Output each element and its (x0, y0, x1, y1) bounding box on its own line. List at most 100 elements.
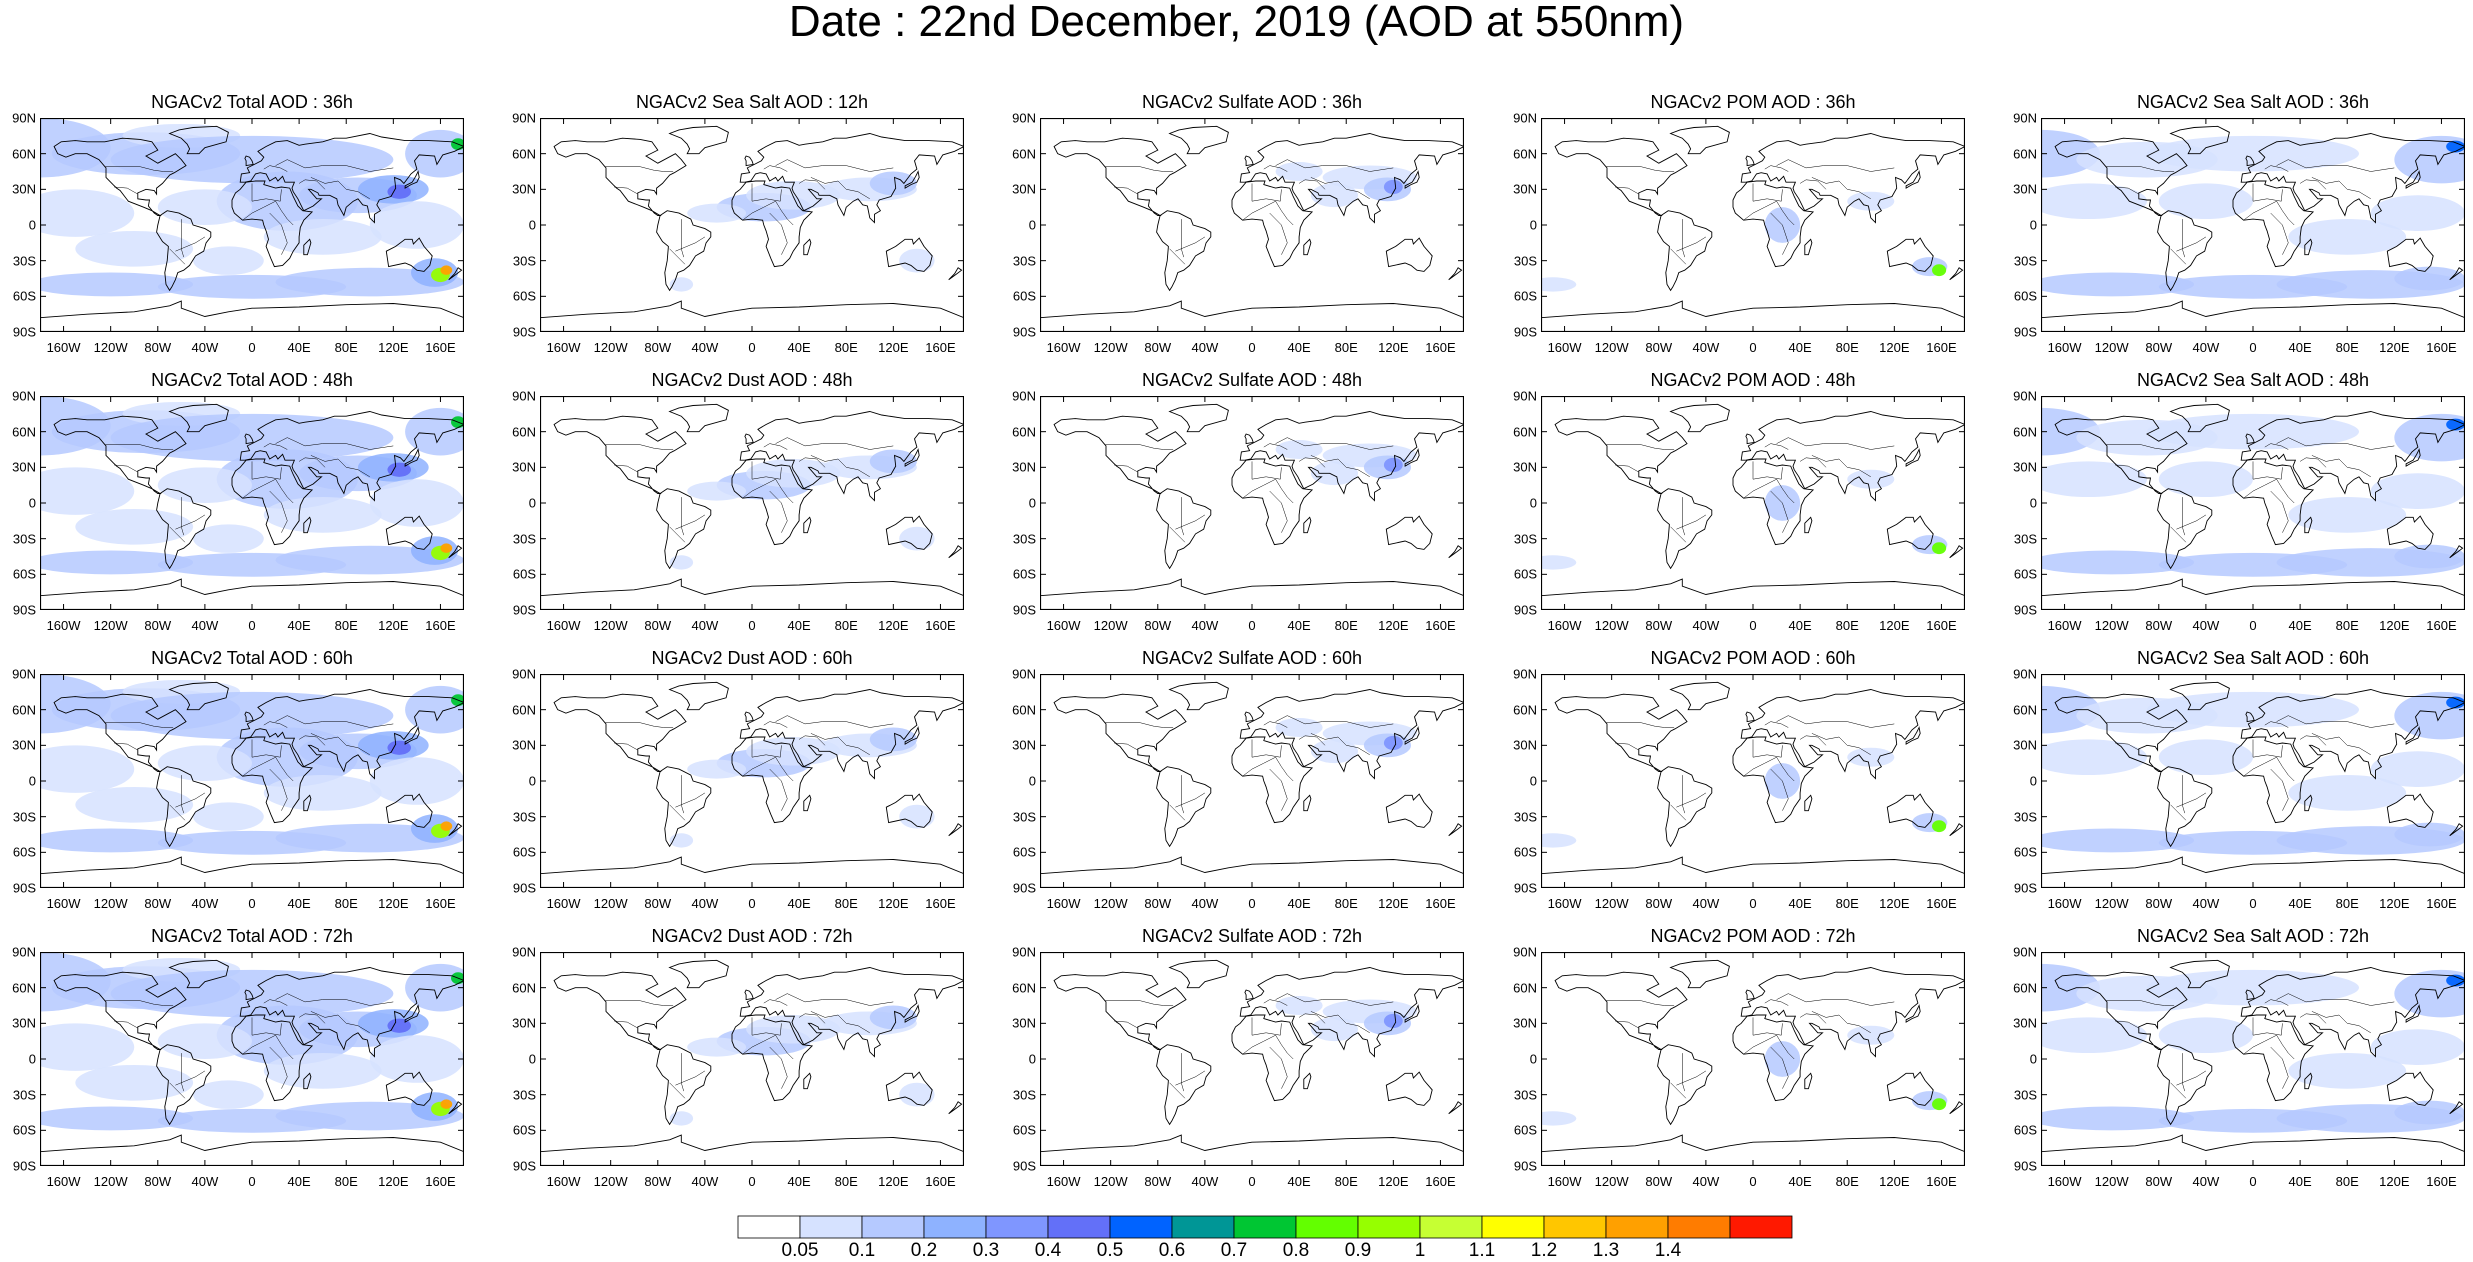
coastline-nz (1949, 1101, 1964, 1115)
country-border (1676, 1070, 1707, 1086)
lon-tick-label: 120E (2379, 618, 2410, 633)
country-border (614, 1020, 638, 1029)
coastline-northAmerica (53, 137, 187, 216)
country-border (2243, 478, 2295, 504)
lon-tick-label: 80W (2145, 896, 2173, 911)
lon-tick-label: 120E (1378, 618, 1409, 633)
aod-contour-patch (40, 1023, 135, 1071)
lon-tick-label: 160E (1926, 1174, 1957, 1189)
lat-tick-label: 0 (2029, 1051, 2037, 1067)
coastline-uk (2245, 711, 2255, 723)
lat-tick-label: 0 (28, 1051, 36, 1067)
lat-tick-label: 90S (2013, 1158, 2037, 1174)
lat-tick-label: 60S (1513, 288, 1537, 304)
lat-tick-label: 30S (2013, 809, 2037, 825)
lon-tick-label: 0 (1749, 340, 1757, 355)
lon-tick-label: 160W (546, 618, 581, 633)
country-border (1242, 1034, 1294, 1060)
colorbar-level-label: 0.7 (1220, 1240, 1248, 1261)
coastline-uk (2245, 989, 2255, 1001)
country-border (263, 999, 288, 1006)
coastline-greenland (1168, 125, 1229, 155)
lat-tick-label: 60S (1012, 288, 1036, 304)
country-border (2115, 464, 2139, 473)
coastline-japan (2405, 170, 2421, 189)
lat-tick-label: 90S (1513, 1158, 1537, 1174)
country-border (175, 236, 206, 252)
coastline-northAmerica (2054, 415, 2188, 494)
aod-contour-patch (40, 745, 135, 793)
country-border (614, 742, 638, 751)
lat-tick-label: 30N (512, 181, 536, 197)
aod-contour-patch (869, 449, 917, 474)
coastline-australia (2386, 793, 2434, 828)
country-border (1799, 457, 1827, 468)
lat-tick-label: 30S (1513, 253, 1537, 269)
country-border (1242, 200, 1294, 226)
colorbar-level-label: 1.1 (1468, 1240, 1496, 1261)
lon-tick-label: 0 (2249, 340, 2257, 355)
lon-tick-label: 120E (1879, 1174, 1910, 1189)
aod-contour-patch (2446, 140, 2465, 153)
country-border (310, 1011, 370, 1034)
lon-tick-label: 80E (2335, 896, 2359, 911)
lon-tick-label: 0 (748, 618, 756, 633)
coastline-madagascar (303, 794, 312, 812)
country-border (1263, 999, 1288, 1006)
lon-tick-label: 40W (191, 618, 219, 633)
colorbar-level-label: 1.4 (1654, 1240, 1682, 1261)
map-background (1541, 118, 1965, 332)
coastline-greenland (1669, 125, 1730, 155)
country-border (1275, 993, 1394, 1006)
lon-tick-label: 80E (834, 618, 858, 633)
country-border (2276, 993, 2395, 1006)
panel-title: NGACv2 POM AOD : 36h (1650, 92, 1856, 112)
lon-tick-label: 40E (287, 896, 311, 911)
world-map (540, 396, 964, 610)
country-border (1104, 722, 1174, 728)
country-border (269, 1046, 288, 1089)
country-border (1776, 159, 1895, 172)
country-border (275, 437, 394, 450)
country-border (1811, 1011, 1871, 1034)
lon-tick-label: 0 (2249, 1174, 2257, 1189)
country-border (1275, 437, 1394, 450)
country-border (1175, 1070, 1206, 1086)
lat-tick-label: 90N (12, 944, 36, 960)
country-border (2105, 722, 2175, 728)
lon-tick-label: 160W (546, 896, 581, 911)
coastline-japan (404, 1004, 420, 1023)
coastline-australia (1886, 1071, 1934, 1106)
coastline-japan (1404, 1004, 1420, 1023)
lat-tick-label: 60S (1513, 844, 1537, 860)
colorbar-level-label: 0.1 (848, 1240, 876, 1261)
country-border (1169, 804, 1186, 821)
panel-title: NGACv2 Sulfate AOD : 36h (1141, 92, 1363, 112)
country-border (2115, 1020, 2139, 1029)
aod-contour-patch (193, 524, 264, 553)
lon-tick-label: 160E (2426, 896, 2457, 911)
country-border (114, 1020, 138, 1029)
coastline-northAmerica (2054, 137, 2188, 216)
lat-tick-label: 30S (512, 1087, 536, 1103)
aod-contour-patch (1275, 439, 1323, 460)
country-border (2176, 792, 2207, 808)
country-border (175, 792, 206, 808)
coastline-madagascar (303, 1072, 312, 1090)
country-border (2243, 756, 2295, 782)
map-background (1040, 396, 1464, 610)
lat-tick-label: 0 (2029, 217, 2037, 233)
coastline-northAmerica (553, 693, 687, 772)
coastline-uk (244, 155, 254, 167)
lon-tick-label: 80W (1645, 896, 1673, 911)
country-border (751, 739, 782, 758)
coastline-nz (448, 823, 463, 837)
map-background (540, 118, 964, 332)
coastline-uk (1745, 155, 1755, 167)
aod-contour-patch (263, 1053, 382, 1089)
country-border (2170, 804, 2187, 821)
lon-tick-label: 120W (593, 618, 628, 633)
aod-contour-patch (2158, 183, 2253, 220)
lon-tick-label: 40W (2192, 618, 2220, 633)
lat-tick-label: 30S (12, 253, 36, 269)
